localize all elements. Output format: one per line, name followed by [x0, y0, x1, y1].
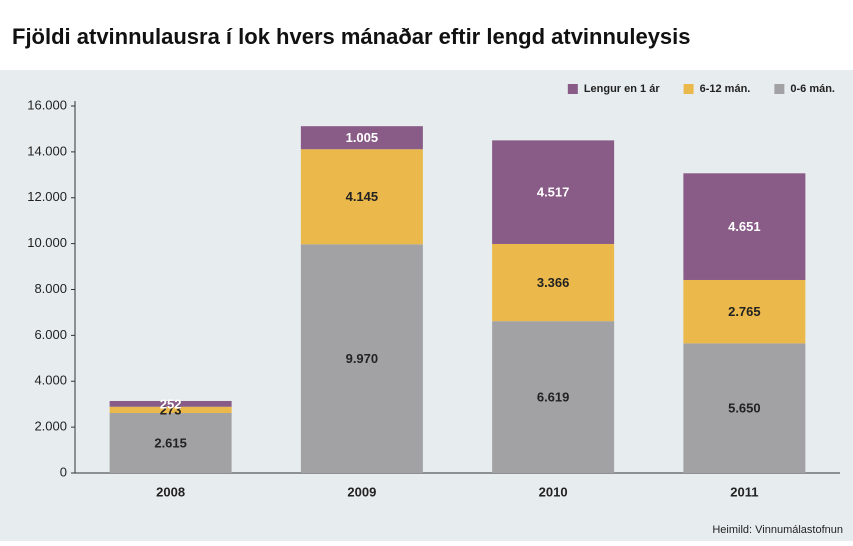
legend-label: 6-12 mán.	[700, 83, 751, 95]
y-tick-label: 14.000	[27, 143, 67, 158]
y-tick-label: 6.000	[34, 327, 67, 342]
bar-segment	[300, 149, 423, 245]
y-tick-label: 2.000	[34, 419, 67, 434]
y-tick-label: 4.000	[34, 373, 67, 388]
y-tick-label: 12.000	[27, 189, 67, 204]
y-tick-label: 16.000	[27, 97, 67, 112]
bar-segment	[300, 244, 423, 473]
value-label: 4.517	[537, 185, 570, 200]
x-tick-label: 2008	[156, 484, 185, 499]
x-tick-label: 2011	[730, 484, 758, 499]
bar-segment	[683, 279, 806, 344]
bar-segment	[109, 406, 232, 414]
x-tick-label: 2009	[347, 484, 376, 499]
value-label: 2.765	[728, 304, 761, 319]
legend-label: Lengur en 1 ár	[584, 83, 661, 95]
bar-segment	[492, 243, 615, 322]
value-label: 6.619	[537, 390, 570, 405]
value-label: 4.651	[728, 219, 761, 234]
y-tick-label: 0	[60, 464, 67, 479]
bar-segment	[300, 126, 423, 150]
bar-segment	[683, 343, 806, 473]
x-tick-label: 2010	[539, 484, 568, 499]
y-tick-label: 8.000	[34, 281, 67, 296]
value-label: 4.145	[346, 189, 379, 204]
value-label: 9.970	[346, 351, 379, 366]
legend-swatch	[774, 84, 785, 94]
chart-title: Fjöldi atvinnulausra í lok hvers mánaðar…	[12, 24, 691, 49]
legend-label: 0-6 mán.	[790, 83, 835, 95]
title-band	[0, 0, 853, 70]
bar-segment	[492, 321, 615, 473]
bar-segment	[683, 173, 806, 280]
legend-swatch	[683, 84, 694, 94]
source: Heimild: Vinnumálastofnun	[712, 524, 843, 536]
value-label: 252	[160, 396, 182, 411]
value-label: 2.615	[154, 435, 187, 450]
bar-segment	[109, 413, 232, 473]
y-tick-label: 10.000	[27, 235, 67, 250]
legend-swatch	[567, 84, 578, 94]
value-label: 1.005	[346, 130, 379, 145]
bar-segment	[109, 400, 232, 407]
value-label: 3.366	[537, 275, 570, 290]
value-label: 5.650	[728, 401, 761, 416]
bar-segment	[492, 140, 615, 244]
